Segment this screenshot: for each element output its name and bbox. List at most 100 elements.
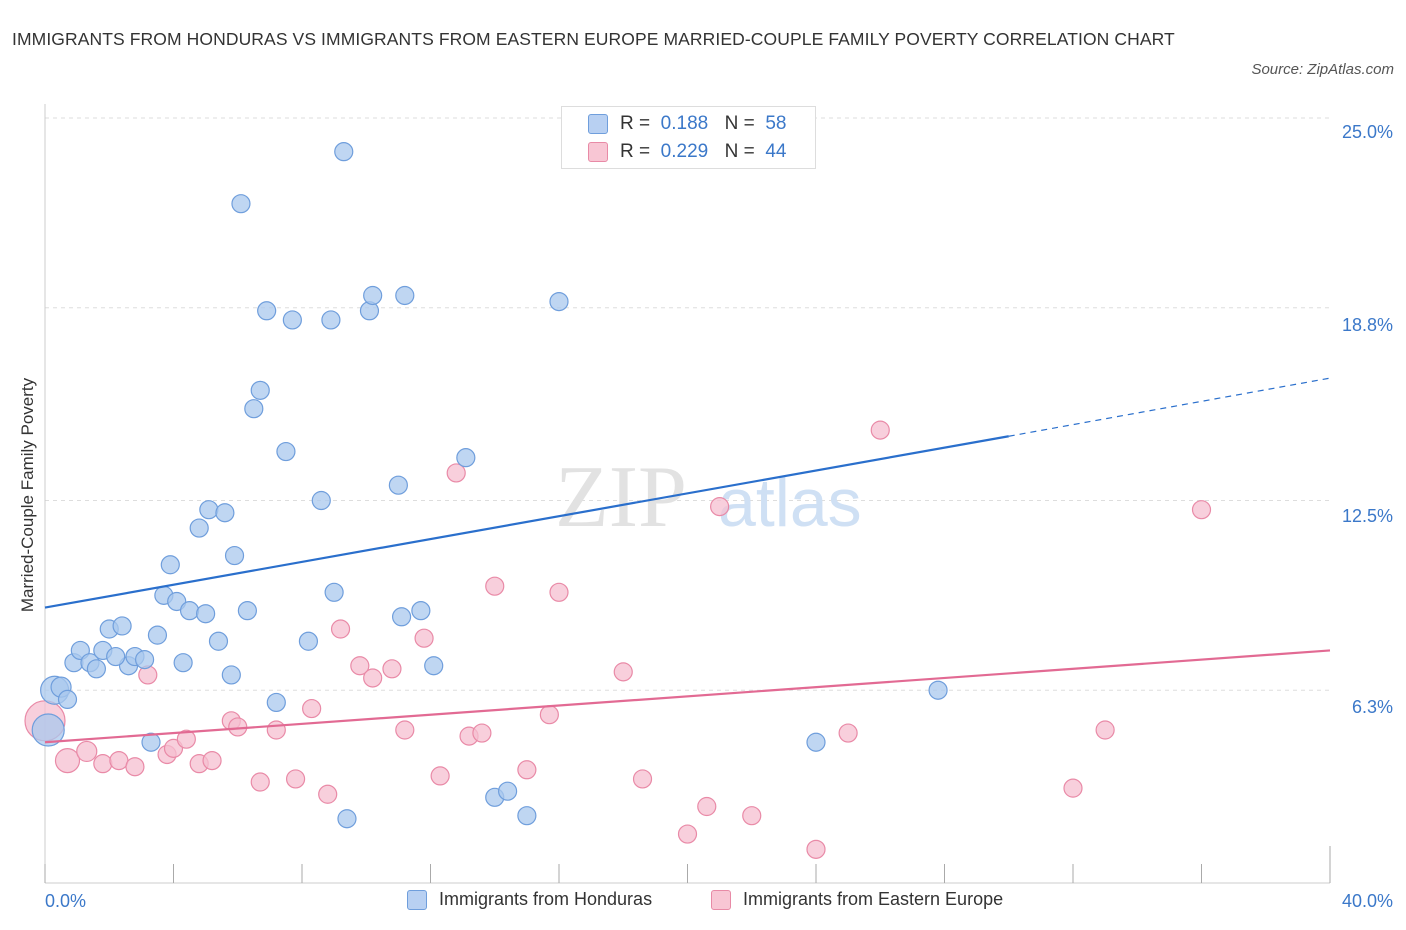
chart-title: IMMIGRANTS FROM HONDURAS VS IMMIGRANTS F…: [12, 29, 1175, 49]
y-tick-label-18-8: 18.8%: [1341, 315, 1393, 335]
correlation-legend: R = 0.188 N = 58 R = 0.229 N = 44: [561, 106, 816, 169]
r-label: R =: [620, 113, 651, 134]
data-point-honduras: [86, 659, 107, 679]
data-point-honduras: [388, 475, 408, 495]
data-point-eastern-europe: [54, 747, 81, 774]
data-point-honduras: [215, 503, 235, 523]
data-point-honduras: [57, 689, 78, 710]
data-point-honduras: [141, 732, 161, 752]
legend-row-honduras: R = 0.188 N = 58: [588, 112, 786, 136]
data-point-eastern-europe: [677, 824, 698, 844]
legend-label-eastern-europe: Immigrants from Eastern Europe: [743, 889, 1004, 909]
data-point-honduras: [224, 545, 245, 566]
trend-line-eastern-europe: [44, 649, 1331, 744]
data-point-honduras: [806, 732, 826, 752]
data-point-honduras: [337, 809, 357, 829]
data-point-eastern-europe: [838, 723, 858, 743]
watermark: ZIP atlas: [555, 449, 862, 546]
r-value-honduras: 0.188: [660, 113, 709, 134]
x-tick-label-min: 0.0%: [45, 891, 87, 911]
data-point-eastern-europe: [202, 750, 222, 771]
data-point-honduras: [199, 500, 219, 520]
data-point-honduras: [498, 781, 518, 801]
data-point-honduras: [173, 653, 193, 673]
data-point-eastern-europe: [472, 723, 492, 743]
data-point-honduras: [147, 625, 168, 645]
data-point-eastern-europe: [318, 784, 338, 804]
trend-line-honduras-extension: [1008, 377, 1331, 437]
trend-line-honduras: [44, 435, 1009, 609]
legend-item-eastern-europe[interactable]: Immigrants from Eastern Europe: [711, 889, 1003, 910]
data-point-eastern-europe: [109, 750, 129, 771]
data-point-honduras: [411, 601, 431, 621]
data-point-honduras: [196, 604, 216, 624]
legend-label-honduras: Immigrants from Honduras: [439, 889, 653, 909]
data-point-honduras: [106, 646, 126, 667]
data-point-honduras: [112, 616, 132, 636]
data-point-honduras: [424, 656, 444, 676]
data-point-eastern-europe: [330, 619, 351, 639]
y-tick-label-6-3: 6.3%: [1351, 697, 1393, 717]
data-point-eastern-europe: [539, 705, 559, 725]
data-point-eastern-europe: [176, 729, 196, 749]
legend-swatch-eastern-europe: [588, 142, 608, 162]
data-point-eastern-europe: [1191, 500, 1212, 520]
data-point-eastern-europe: [517, 760, 537, 780]
data-point-honduras: [276, 441, 296, 462]
axes: [44, 104, 1331, 884]
n-value-honduras: 58: [765, 113, 787, 134]
y-tick-label-12-5: 12.5%: [1341, 506, 1393, 526]
data-point-honduras: [456, 448, 476, 468]
data-point-honduras: [237, 601, 257, 621]
data-point-honduras: [208, 631, 229, 651]
data-point-honduras: [549, 292, 569, 312]
data-point-eastern-europe: [485, 576, 505, 596]
data-point-honduras: [221, 665, 241, 685]
data-point-eastern-europe: [395, 720, 415, 740]
data-point-honduras: [311, 490, 331, 511]
data-point-eastern-europe: [93, 754, 113, 774]
data-point-honduras: [189, 518, 209, 538]
legend-row-eastern-europe: R = 0.229 N = 44: [588, 140, 786, 164]
n-label: N =: [724, 141, 755, 162]
data-point-eastern-europe: [870, 420, 890, 440]
data-point-eastern-europe: [613, 662, 633, 682]
data-point-eastern-europe: [302, 698, 322, 719]
source-label: Source: ZipAtlas.com: [1251, 61, 1394, 78]
data-point-honduras: [298, 631, 319, 651]
legend-item-honduras[interactable]: Immigrants from Honduras: [407, 889, 652, 910]
data-point-eastern-europe: [430, 766, 450, 786]
data-point-eastern-europe: [285, 769, 306, 789]
legend-swatch-eastern-europe: [711, 889, 731, 910]
data-point-eastern-europe: [806, 839, 826, 859]
data-point-honduras: [266, 692, 286, 713]
data-point-honduras: [928, 680, 948, 700]
data-point-honduras: [160, 555, 180, 575]
data-point-eastern-europe: [363, 668, 383, 688]
data-point-honduras: [517, 806, 537, 826]
r-label: R =: [620, 141, 651, 162]
r-value-eastern-europe: 0.229: [660, 141, 709, 162]
data-point-eastern-europe: [1063, 778, 1083, 798]
data-point-eastern-europe: [549, 582, 569, 602]
data-point-eastern-europe: [350, 656, 370, 676]
data-point-honduras: [282, 310, 302, 330]
n-value-eastern-europe: 44: [765, 141, 787, 162]
points-eastern-europe: [24, 420, 1212, 859]
data-point-honduras: [134, 650, 155, 670]
data-point-eastern-europe: [250, 772, 270, 792]
data-point-eastern-europe: [76, 740, 98, 763]
data-point-eastern-europe: [266, 720, 286, 740]
data-point-honduras: [395, 285, 415, 306]
legend-swatch-honduras: [588, 114, 608, 134]
x-tick-label-max: 40.0%: [1341, 891, 1393, 911]
data-point-honduras: [321, 310, 341, 330]
data-point-eastern-europe: [382, 659, 402, 679]
data-point-honduras: [324, 582, 344, 602]
data-point-eastern-europe: [697, 796, 717, 817]
data-point-honduras: [391, 607, 412, 627]
data-point-honduras: [363, 285, 383, 306]
legend-swatch-honduras: [407, 889, 427, 910]
data-point-honduras: [250, 380, 270, 400]
